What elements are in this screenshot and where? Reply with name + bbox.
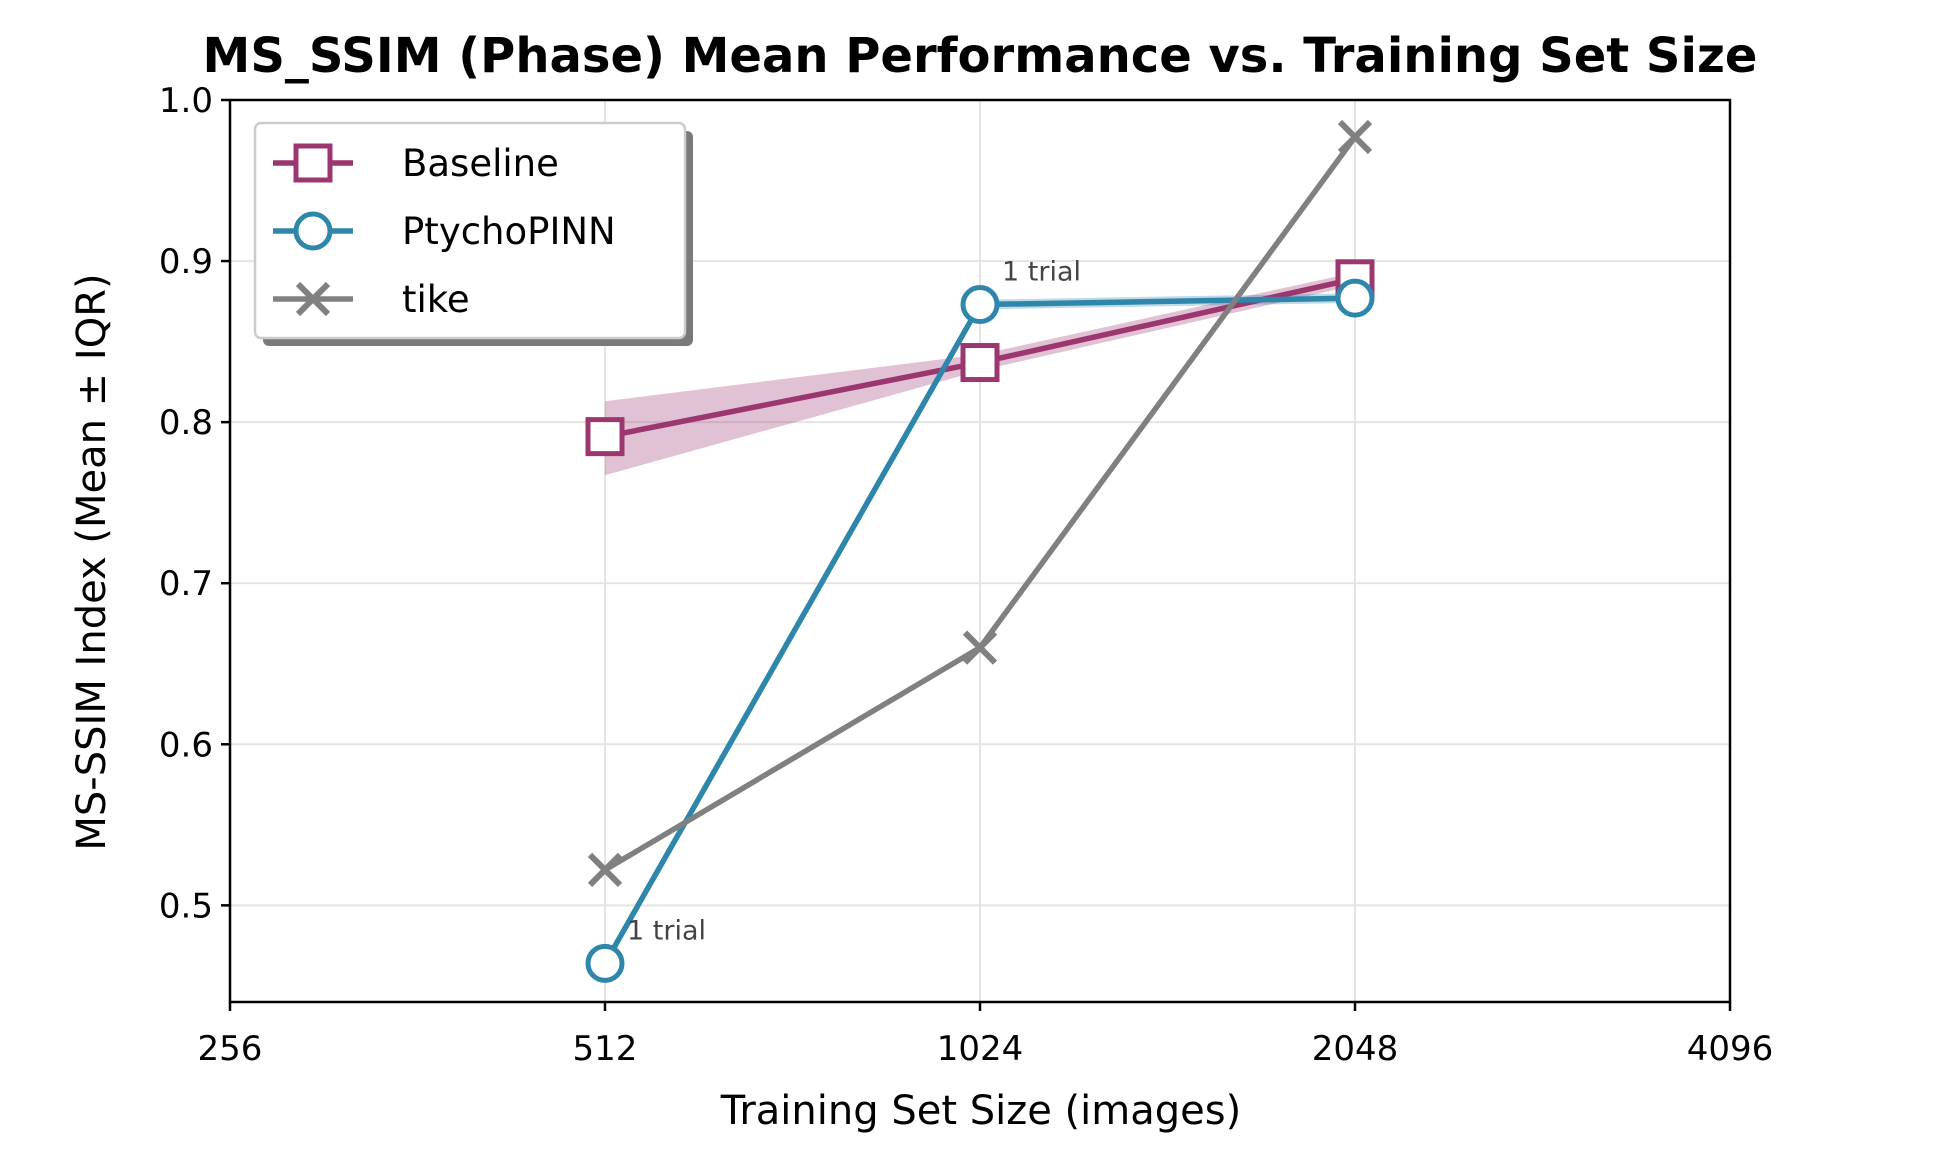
y-tick-label: 0.9 — [159, 242, 213, 282]
data-point-tike — [1337, 119, 1373, 155]
data-point-tike — [587, 852, 623, 888]
x-tick-label: 1024 — [937, 1029, 1024, 1069]
annotation-label: 1 trial — [1002, 257, 1081, 288]
legend-entry-tike: tike — [273, 278, 470, 321]
data-point-ptychopinn — [1335, 278, 1375, 318]
legend-box — [253, 121, 687, 340]
axes-layer: 256 512 1024 2048 4096 0.5 0.6 0.7 0.8 0.9 1.0 — [159, 81, 1773, 1069]
legend-label: tike — [402, 278, 470, 321]
y-tick-label: 0.6 — [159, 725, 213, 765]
chart-title: MS_SSIM (Phase) Mean Performance vs. Tra… — [203, 28, 1758, 84]
y-axis-label: MS-SSIM Index (Mean ± IQR) — [69, 273, 115, 850]
data-point-baseline — [960, 343, 1000, 383]
y-tick-label: 0.7 — [159, 564, 213, 604]
data-layer: 1 trial 1 trial — [585, 119, 1375, 983]
data-point-tike — [962, 630, 998, 665]
annotation-label: 1 trial — [627, 915, 706, 946]
data-point-ptychopinn — [585, 943, 625, 983]
y-tick-label: 0.5 — [159, 886, 213, 926]
x-axis-label: Training Set Size (images) — [720, 1088, 1241, 1134]
legend-label: PtychoPINN — [402, 210, 616, 253]
legend: Baseline PtychoPINN tike — [253, 121, 693, 346]
x-tick-label: 256 — [198, 1029, 263, 1069]
x-tick-label: 2048 — [1312, 1029, 1399, 1069]
legend-entry-ptychopinn: PtychoPINN — [273, 210, 616, 253]
x-tick-label: 4096 — [1687, 1029, 1774, 1069]
legend-marker-tike — [295, 281, 331, 317]
y-tick-label: 0.8 — [159, 403, 213, 443]
legend-marker-baseline — [293, 143, 333, 183]
legend-label: Baseline — [402, 142, 559, 185]
legend-entry-baseline: Baseline — [273, 142, 559, 185]
y-tick-label: 1.0 — [159, 81, 213, 121]
data-point-ptychopinn — [960, 285, 1000, 325]
x-tick-label: 512 — [573, 1029, 638, 1069]
legend-marker-ptychopinn — [293, 211, 333, 251]
data-point-baseline — [585, 417, 625, 457]
